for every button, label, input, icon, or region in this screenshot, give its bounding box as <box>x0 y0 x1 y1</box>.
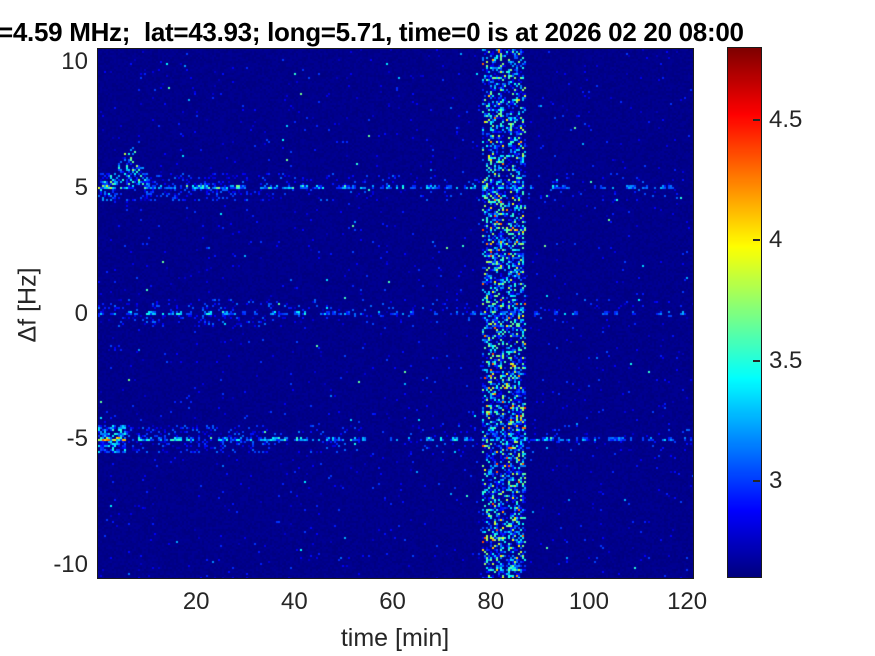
y-axis-label: Δf [Hz] <box>13 267 42 343</box>
y-tick-label: 0 <box>74 299 88 327</box>
y-tick-label: 10 <box>61 47 88 75</box>
x-axis-label: time [min] <box>340 624 450 652</box>
colorbar-tickmark <box>753 119 760 122</box>
colorbar-tick-label: 3.5 <box>769 346 803 374</box>
colorbar-frame <box>727 47 762 578</box>
plot-area-frame <box>97 48 694 579</box>
x-tick-label: 100 <box>568 588 609 615</box>
colorbar-tickmark <box>753 479 760 482</box>
x-tick-label: 120 <box>667 588 708 615</box>
chart-title: =4.59 MHz; lat=43.93; long=5.71, time=0 … <box>0 17 744 47</box>
colorbar-tickmark <box>753 359 760 362</box>
colorbar-gradient <box>728 48 761 577</box>
colorbar-tickmark <box>753 239 760 242</box>
colorbar-tick-label: 3 <box>769 466 783 494</box>
colorbar-tick-label: 4.5 <box>769 106 803 134</box>
colorbar-tick-label: 4 <box>769 226 783 254</box>
x-tick-label: 40 <box>281 588 308 615</box>
spectrogram-heatmap <box>98 49 693 578</box>
x-tick-label: 60 <box>379 588 406 615</box>
x-tick-label: 20 <box>182 588 210 615</box>
y-tick-label: -5 <box>66 425 88 453</box>
x-tick-label: 80 <box>477 588 505 615</box>
y-tick-label: 5 <box>74 173 88 201</box>
y-tick-label: -10 <box>53 551 88 579</box>
